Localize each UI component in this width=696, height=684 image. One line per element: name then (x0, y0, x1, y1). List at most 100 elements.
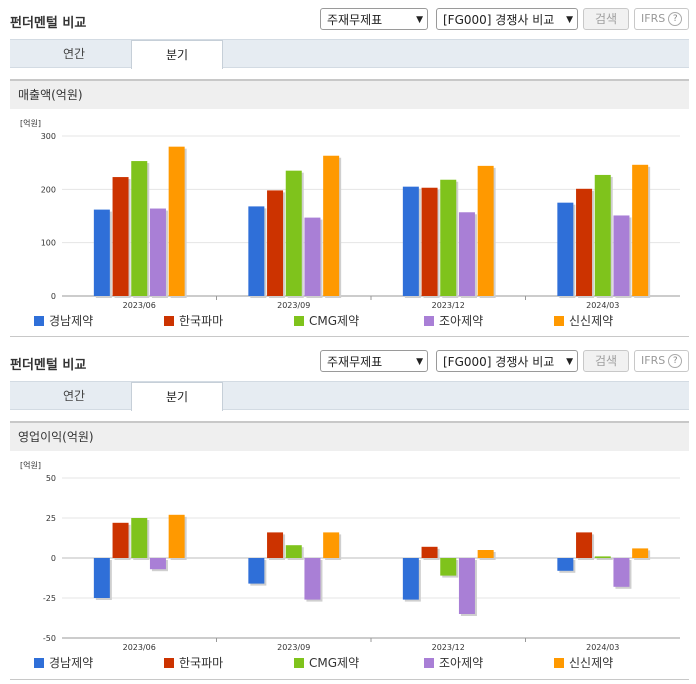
chevron-down-icon: ▼ (416, 15, 423, 25)
bar (149, 208, 166, 296)
bar (477, 165, 494, 296)
x-tick-label: 2023/06 (123, 643, 156, 652)
bar (323, 155, 340, 296)
bar (613, 215, 630, 296)
x-tick-label: 2023/06 (123, 301, 156, 310)
bar (304, 217, 321, 296)
y-tick-label: 0 (51, 292, 56, 301)
legend-swatch (34, 658, 44, 668)
panel-divider (10, 336, 689, 337)
y-tick-label: 50 (46, 474, 56, 483)
y-tick-label: -50 (43, 634, 56, 643)
bar (402, 558, 419, 600)
ifrs-help-button[interactable]: IFRS? (634, 8, 689, 30)
tab-annual[interactable]: 연간 (62, 389, 86, 403)
bar (613, 558, 630, 587)
legend-label: 조아제약 (439, 313, 483, 328)
legend-swatch (294, 316, 304, 326)
y-tick-label: 300 (41, 132, 56, 141)
tab-quarterly[interactable]: 분기 (131, 382, 223, 411)
legend-swatch (424, 316, 434, 326)
bar (632, 548, 649, 558)
bar (477, 550, 494, 558)
bar (168, 146, 185, 296)
bar (402, 186, 419, 296)
legend-swatch (554, 658, 564, 668)
bar (93, 558, 110, 598)
legend-swatch (34, 316, 44, 326)
bar (458, 558, 475, 614)
bar (632, 164, 649, 296)
peer-group-value: [FG000] 경쟁사 비교 (443, 355, 555, 369)
tab-quarterly[interactable]: 분기 (131, 40, 223, 69)
chevron-down-icon: ▼ (416, 357, 423, 367)
bar (440, 179, 457, 296)
y-unit-label: [억원] (20, 460, 41, 470)
bar (285, 170, 302, 296)
section-title: 펀더멘털 비교 (10, 16, 87, 31)
bar (557, 558, 574, 571)
legend-swatch (164, 316, 174, 326)
legend-label: 한국파마 (179, 314, 223, 328)
y-unit-label: [억원] (20, 118, 41, 128)
legend-swatch (294, 658, 304, 668)
bar (149, 558, 166, 570)
fundamental-section-2: 펀더멘털 비교 주재무제표 ▼ [FG000] 경쟁사 비교 ▼ 검색 IFRS… (0, 342, 696, 684)
bar (440, 558, 457, 576)
fundamental-section-1: 펀더멘털 비교 주재무제표 ▼ [FG000] 경쟁사 비교 ▼ 검색 IFRS… (10, 8, 689, 337)
statement-type-value: 주재무제표 (327, 355, 383, 369)
bar (421, 187, 438, 296)
bar (168, 514, 185, 558)
operating-profit-chart: [억원] -50 -25 0 25 50 2023/06 2023/09 2023/12 2024… (20, 460, 680, 670)
bar (285, 545, 302, 558)
bar (557, 202, 574, 296)
panel-divider (10, 679, 689, 680)
help-icon: ? (668, 12, 683, 26)
bar (421, 546, 438, 558)
bar (576, 532, 593, 558)
bar (112, 522, 129, 558)
statement-type-value: 주재무제표 (327, 13, 383, 27)
y-tick-label: -25 (43, 594, 56, 603)
legend-label: CMG제약 (309, 655, 359, 670)
legend-label: 신신제약 (569, 655, 613, 670)
peer-group-select[interactable]: [FG000] 경쟁사 비교 ▼ (436, 8, 578, 30)
statement-type-select[interactable]: 주재무제표 ▼ (320, 350, 428, 372)
peer-group-select[interactable]: [FG000] 경쟁사 비교 ▼ (436, 350, 578, 372)
bar (267, 532, 284, 558)
search-button[interactable]: 검색 (583, 350, 629, 372)
y-tick-label: 0 (51, 554, 56, 563)
x-tick-label: 2024/03 (586, 301, 619, 310)
bar (323, 532, 340, 558)
legend-swatch (424, 658, 434, 668)
search-button[interactable]: 검색 (583, 8, 629, 30)
chevron-down-icon: ▼ (566, 357, 573, 367)
chart-panel-title: 영업이익(억원) (10, 421, 689, 451)
bar (267, 190, 284, 296)
legend-label: 조아제약 (439, 655, 483, 670)
x-tick-label: 2023/09 (277, 643, 310, 652)
tab-annual[interactable]: 연간 (62, 47, 86, 61)
x-tick-label: 2023/09 (277, 301, 310, 310)
bar (131, 161, 148, 296)
statement-type-select[interactable]: 주재무제표 ▼ (320, 8, 428, 30)
section-title: 펀더멘털 비교 (10, 358, 87, 373)
legend-label: 경남제약 (49, 313, 93, 328)
y-tick-label: 25 (46, 514, 56, 523)
x-tick-label: 2023/12 (432, 643, 465, 652)
ifrs-label: IFRS (641, 354, 666, 367)
ifrs-label: IFRS (641, 12, 666, 25)
y-tick-label: 200 (41, 185, 56, 194)
bar (248, 558, 265, 584)
bar (594, 556, 611, 558)
x-tick-label: 2024/03 (586, 643, 619, 652)
period-tabs: 연간 분기 (10, 39, 689, 69)
chart-panel-title: 매출액(억원) (10, 79, 689, 109)
legend-label: 경남제약 (49, 655, 93, 670)
revenue-chart: [억원] 0 100 200 300 2023/06 2023/09 2023/12 2024/… (20, 118, 680, 328)
bar (248, 206, 265, 296)
legend-swatch (164, 658, 174, 668)
y-tick-label: 100 (41, 239, 56, 248)
ifrs-help-button[interactable]: IFRS? (634, 350, 689, 372)
legend-swatch (554, 316, 564, 326)
